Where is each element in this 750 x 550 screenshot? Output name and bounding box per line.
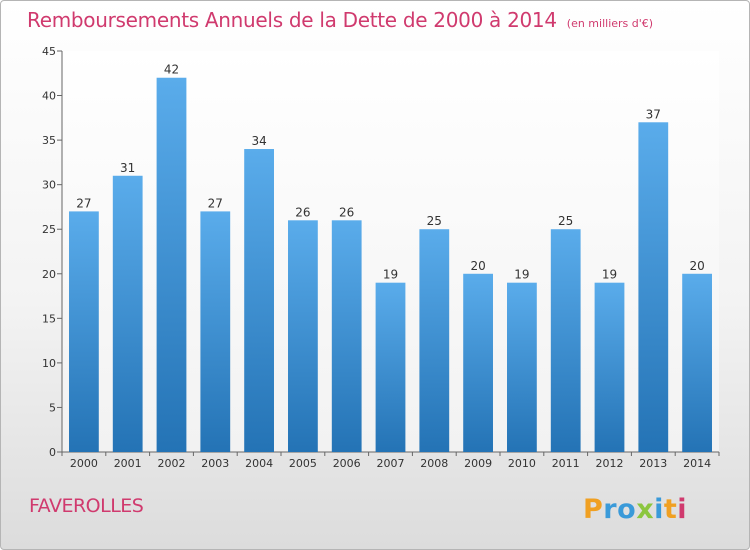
bar (69, 211, 99, 452)
bar-value-label: 25 (427, 214, 442, 228)
y-tick-label: 25 (42, 223, 56, 236)
bar-value-label: 19 (383, 268, 398, 282)
bar-value-label: 25 (558, 214, 573, 228)
x-tick-label: 2001 (114, 457, 142, 470)
x-tick-label: 2005 (289, 457, 317, 470)
x-axis: 2000 2001 2002 2003 2004 2005 2006 2007 2008 2009… (61, 451, 720, 470)
bar (682, 273, 712, 452)
bar (331, 220, 362, 452)
y-tick-label: 30 (42, 179, 56, 192)
bar (507, 282, 537, 452)
y-tick-label: 20 (42, 268, 56, 281)
x-tick-label: 2010 (508, 457, 536, 470)
x-tick-label: 2007 (377, 457, 405, 470)
x-tick-label: 2009 (464, 457, 492, 470)
bar (288, 220, 318, 452)
y-tick-label: 40 (42, 90, 56, 103)
bar (244, 149, 274, 452)
bar (463, 273, 493, 452)
x-tick-label: 2013 (639, 457, 667, 470)
bar-value-label: 42 (164, 63, 179, 77)
bar (200, 211, 231, 452)
x-tick-label: 2012 (596, 457, 624, 470)
chart-unit-note: (en milliers d'€) (566, 17, 654, 30)
y-tick-label: 35 (42, 134, 56, 147)
y-axis: 0 5 10 15 20 25 30 35 40 45 (42, 45, 63, 459)
x-tick-label: 2008 (420, 457, 448, 470)
bar-value-label: 20 (689, 259, 704, 273)
x-tick-label: 2006 (333, 457, 361, 470)
x-tick-label: 2011 (552, 457, 580, 470)
x-tick-label: 2002 (158, 457, 186, 470)
bar-value-label: 27 (208, 196, 223, 210)
chart-title-text: Remboursements Annuels de la Dette de 20… (27, 8, 557, 32)
bar-value-label: 26 (339, 205, 354, 219)
commune-name: FAVEROLLES (29, 495, 144, 517)
y-tick-label: 5 (49, 401, 56, 414)
bar (156, 77, 187, 452)
bar-value-label: 19 (514, 268, 529, 282)
bar (375, 282, 406, 452)
bar (594, 282, 625, 452)
y-tick-label: 10 (42, 357, 56, 370)
bar-value-label: 31 (120, 161, 135, 175)
bars-group: 27 31 42 27 34 26 26 19 25 20 19 25 19 37 20 (69, 63, 712, 453)
bar (112, 175, 143, 452)
bar (419, 229, 450, 452)
bar-value-label: 37 (646, 107, 661, 121)
bar (550, 229, 581, 452)
chart-title: Remboursements Annuels de la Dette de 20… (27, 8, 653, 32)
x-tick-label: 2014 (683, 457, 711, 470)
x-tick-label: 2000 (70, 457, 98, 470)
y-tick-label: 45 (42, 45, 56, 58)
bar-value-label: 26 (295, 205, 310, 219)
x-tick-label: 2003 (201, 457, 229, 470)
proxiti-logo: Proxiti (581, 489, 701, 529)
bar (638, 122, 669, 453)
svg-text:Proxiti: Proxiti (583, 494, 687, 525)
bar-value-label: 20 (470, 259, 485, 273)
y-tick-label: 15 (42, 312, 56, 325)
y-tick-label: 0 (49, 446, 56, 459)
bar-value-label: 27 (76, 196, 91, 210)
bar-value-label: 19 (602, 268, 617, 282)
bar-value-label: 34 (251, 134, 266, 148)
x-tick-label: 2004 (245, 457, 273, 470)
